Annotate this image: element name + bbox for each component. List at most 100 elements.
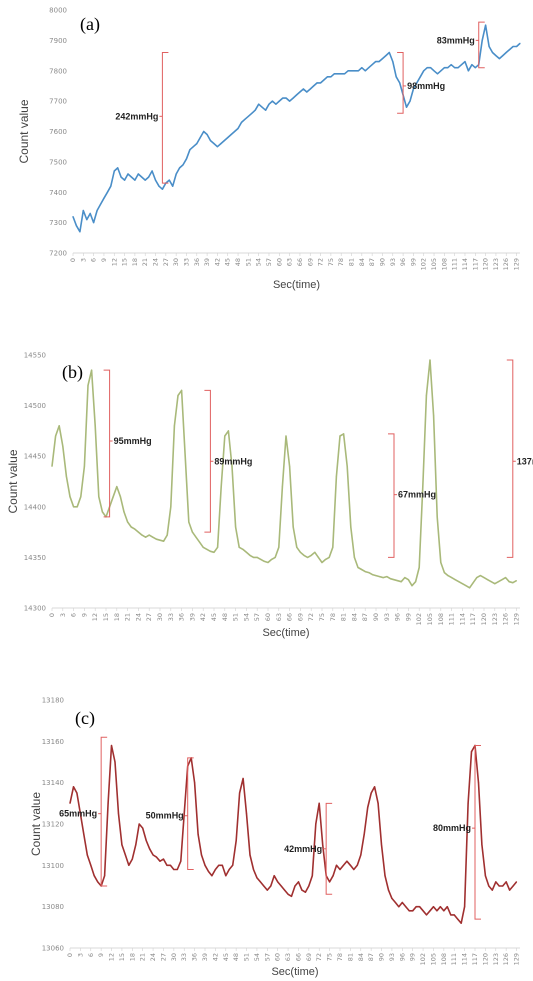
data-point — [238, 546, 240, 548]
data-point — [161, 188, 163, 190]
data-point — [113, 170, 115, 172]
x-tick-label: 18 — [113, 613, 121, 621]
data-point — [235, 526, 237, 528]
x-tick-label: 24 — [152, 258, 160, 266]
data-point — [314, 551, 316, 553]
data-point — [347, 70, 349, 72]
data-point — [127, 173, 129, 175]
x-tick-label: 3 — [76, 953, 84, 957]
x-tick-label: 81 — [340, 613, 348, 621]
data-point — [216, 146, 218, 148]
data-point — [495, 881, 497, 883]
annotation-bracket — [204, 389, 211, 533]
data-point — [419, 76, 421, 78]
data-point — [317, 556, 319, 559]
x-tick-label: 63 — [286, 258, 294, 266]
data-point — [232, 864, 234, 866]
x-tick-label: 87 — [361, 613, 369, 621]
x-tick-label: 0 — [66, 953, 74, 957]
data-point — [335, 864, 338, 866]
data-point — [220, 486, 222, 488]
data-point — [470, 751, 473, 753]
x-tick-label: 36 — [191, 953, 199, 961]
data-point — [287, 893, 289, 895]
data-point — [289, 465, 291, 467]
data-point — [130, 176, 133, 178]
data-point — [124, 179, 126, 181]
data-point — [180, 860, 182, 862]
data-point — [297, 881, 300, 883]
data-point — [307, 556, 309, 559]
data-point — [457, 67, 459, 69]
data-point — [98, 496, 100, 498]
x-tick-label: 123 — [492, 953, 500, 965]
data-point — [227, 430, 229, 432]
data-point — [405, 906, 407, 908]
x-tick-label: 51 — [244, 258, 252, 266]
data-point — [386, 576, 388, 578]
panel-tag: (b) — [62, 362, 83, 383]
x-tick-label: 0 — [48, 613, 56, 617]
data-point — [83, 465, 85, 467]
pressure-annotation: 83mmHg — [437, 21, 485, 69]
data-point — [378, 61, 380, 63]
data-point — [400, 581, 402, 583]
data-point — [344, 73, 346, 75]
data-point — [432, 906, 435, 908]
data-point — [311, 875, 313, 877]
data-point — [263, 560, 265, 563]
data-point — [381, 58, 384, 60]
x-tick-label: 105 — [430, 258, 438, 270]
data-point — [454, 579, 456, 581]
data-point — [509, 889, 511, 891]
x-tick-label: 90 — [378, 953, 386, 961]
x-tick-label: 39 — [188, 613, 196, 621]
x-tick-label: 33 — [180, 953, 188, 961]
data-point — [86, 854, 88, 856]
data-point — [460, 64, 463, 66]
data-point — [79, 231, 81, 233]
x-tick-label: 114 — [461, 953, 469, 965]
data-point — [242, 777, 244, 780]
data-point — [494, 583, 496, 585]
x-tick-label: 96 — [398, 953, 406, 961]
data-point — [93, 875, 95, 877]
data-point — [267, 561, 269, 564]
data-point — [245, 813, 248, 815]
data-point — [273, 875, 275, 877]
x-tick-label: 114 — [458, 613, 466, 625]
data-point — [412, 88, 414, 90]
x-tick-label: 108 — [440, 258, 448, 270]
data-point — [163, 540, 165, 542]
data-point — [209, 550, 211, 552]
y-tick-label: 7200 — [49, 250, 67, 258]
data-point — [141, 176, 143, 178]
data-point — [234, 130, 236, 133]
y-tick-label: 13140 — [42, 779, 64, 787]
x-tick-label: 72 — [307, 613, 315, 621]
data-point — [364, 571, 366, 573]
data-point — [199, 541, 201, 543]
annotation-label: 95mmHg — [114, 436, 152, 446]
data-point — [357, 70, 359, 72]
data-point — [433, 70, 435, 72]
data-point — [318, 802, 320, 804]
data-point — [249, 554, 251, 557]
data-point — [182, 164, 184, 166]
x-tick-label: 120 — [482, 258, 490, 270]
data-point — [247, 115, 249, 117]
x-tick-label: 75 — [326, 953, 334, 961]
x-tick-label: 30 — [156, 613, 164, 621]
data-point — [465, 585, 467, 587]
data-point — [346, 465, 348, 467]
y-tick-label: 13120 — [42, 821, 64, 829]
x-tick-label: 36 — [178, 613, 186, 621]
data-point — [467, 802, 469, 804]
data-point — [227, 137, 229, 139]
annotation-label: 98mmHg — [407, 81, 445, 91]
data-point — [395, 76, 397, 78]
data-point — [422, 910, 424, 912]
data-point — [213, 143, 215, 145]
x-tick-label: 15 — [118, 953, 126, 961]
